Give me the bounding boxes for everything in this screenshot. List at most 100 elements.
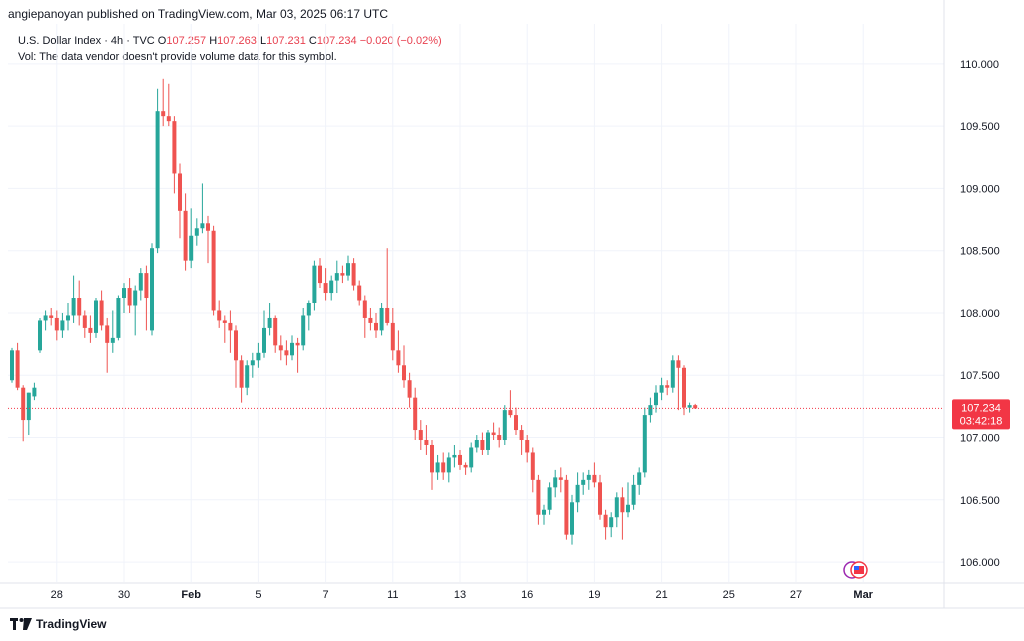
candle-body[interactable] [49,315,54,318]
candle-body[interactable] [127,288,132,306]
candle-body[interactable] [682,367,686,408]
candle-body[interactable] [570,502,574,535]
candle-body[interactable] [586,474,591,480]
candle-body[interactable] [245,365,250,388]
candle-body[interactable] [194,228,199,236]
candle-body[interactable] [105,325,110,343]
candle-body[interactable] [654,392,658,406]
candle-body[interactable] [189,235,194,261]
candle-body[interactable] [273,317,278,346]
candle-body[interactable] [575,484,580,503]
candle-body[interactable] [446,457,451,473]
candle-body[interactable] [357,285,362,301]
candle-body[interactable] [133,290,138,306]
candle-body[interactable] [234,330,238,361]
candle-body[interactable] [155,111,160,249]
candle-body[interactable] [542,509,546,515]
candle-body[interactable] [222,320,227,323]
candle-body[interactable] [452,454,457,458]
candle-body[interactable] [110,337,115,343]
candle-body[interactable] [116,298,121,338]
candle-body[interactable] [379,307,384,331]
candle-body[interactable] [340,273,345,276]
candle-body[interactable] [687,405,692,408]
candle-body[interactable] [144,273,149,299]
candle-body[interactable] [558,477,563,480]
candle-body[interactable] [626,504,630,513]
candle-body[interactable] [525,440,530,453]
candle-body[interactable] [262,327,266,353]
candle-body[interactable] [598,482,602,515]
candle-body[interactable] [26,392,31,421]
candle-body[interactable] [693,405,698,409]
candle-body[interactable] [290,342,294,356]
candle-body[interactable] [592,474,597,483]
candle-body[interactable] [390,322,395,351]
candle-body[interactable] [99,300,104,326]
candle-body[interactable] [71,298,76,316]
candle-body[interactable] [631,484,636,505]
candle-body[interactable] [441,462,446,473]
candle-body[interactable] [368,317,373,323]
candle-body[interactable] [474,440,479,448]
candle-body[interactable] [530,452,535,480]
candle-body[interactable] [54,317,59,331]
candle-body[interactable] [458,454,462,465]
candle-body[interactable] [88,327,93,333]
candle-body[interactable] [77,298,82,316]
candle-body[interactable] [396,350,401,366]
candle-body[interactable] [217,310,222,321]
candle-body[interactable] [32,387,37,397]
candle-body[interactable] [519,430,524,441]
tradingview-footer[interactable]: TradingView [10,617,106,631]
candle-body[interactable] [211,230,216,311]
candle-body[interactable] [424,440,429,445]
candle-body[interactable] [256,352,261,361]
candle-body[interactable] [374,322,378,331]
candle-body[interactable] [402,365,406,381]
candle-body[interactable] [553,477,558,488]
candle-body[interactable] [480,440,485,450]
candle-body[interactable] [670,360,675,388]
candle-body[interactable] [284,350,289,356]
candle-body[interactable] [385,307,390,323]
candle-body[interactable] [486,432,490,450]
candle-body[interactable] [43,315,48,321]
candle-body[interactable] [418,430,423,441]
candle-body[interactable] [172,121,177,174]
candle-body[interactable] [21,387,26,421]
candle-body[interactable] [502,410,507,441]
candle-body[interactable] [435,462,440,473]
candle-body[interactable] [469,447,474,468]
candle-body[interactable] [10,350,14,381]
candle-body[interactable] [200,223,205,229]
candle-body[interactable] [239,360,244,388]
candle-body[interactable] [536,479,541,515]
candle-body[interactable] [329,280,334,294]
candle-body[interactable] [637,472,642,485]
candle-body[interactable] [318,265,322,284]
candle-body[interactable] [609,517,614,528]
candle-body[interactable] [581,479,586,485]
candle-body[interactable] [642,415,647,473]
candle-body[interactable] [508,410,513,416]
candle-body[interactable] [228,322,233,331]
candle-body[interactable] [295,342,300,346]
symbol-name[interactable]: U.S. Dollar Index · 4h · TVC [18,35,155,47]
candle-body[interactable] [15,350,20,388]
candle-body[interactable] [362,300,367,318]
candle-body[interactable] [161,111,166,117]
candle-body[interactable] [278,345,283,351]
candle-body[interactable] [150,248,154,331]
candle-body[interactable] [323,283,328,294]
candle-body[interactable] [620,497,625,513]
candle-body[interactable] [497,435,502,441]
candle-body[interactable] [407,380,412,398]
candle-body[interactable] [122,288,126,299]
candle-body[interactable] [648,405,653,416]
candle-body[interactable] [614,497,619,518]
candle-body[interactable] [60,320,65,331]
candle-body[interactable] [676,360,681,368]
candle-body[interactable] [267,317,272,328]
